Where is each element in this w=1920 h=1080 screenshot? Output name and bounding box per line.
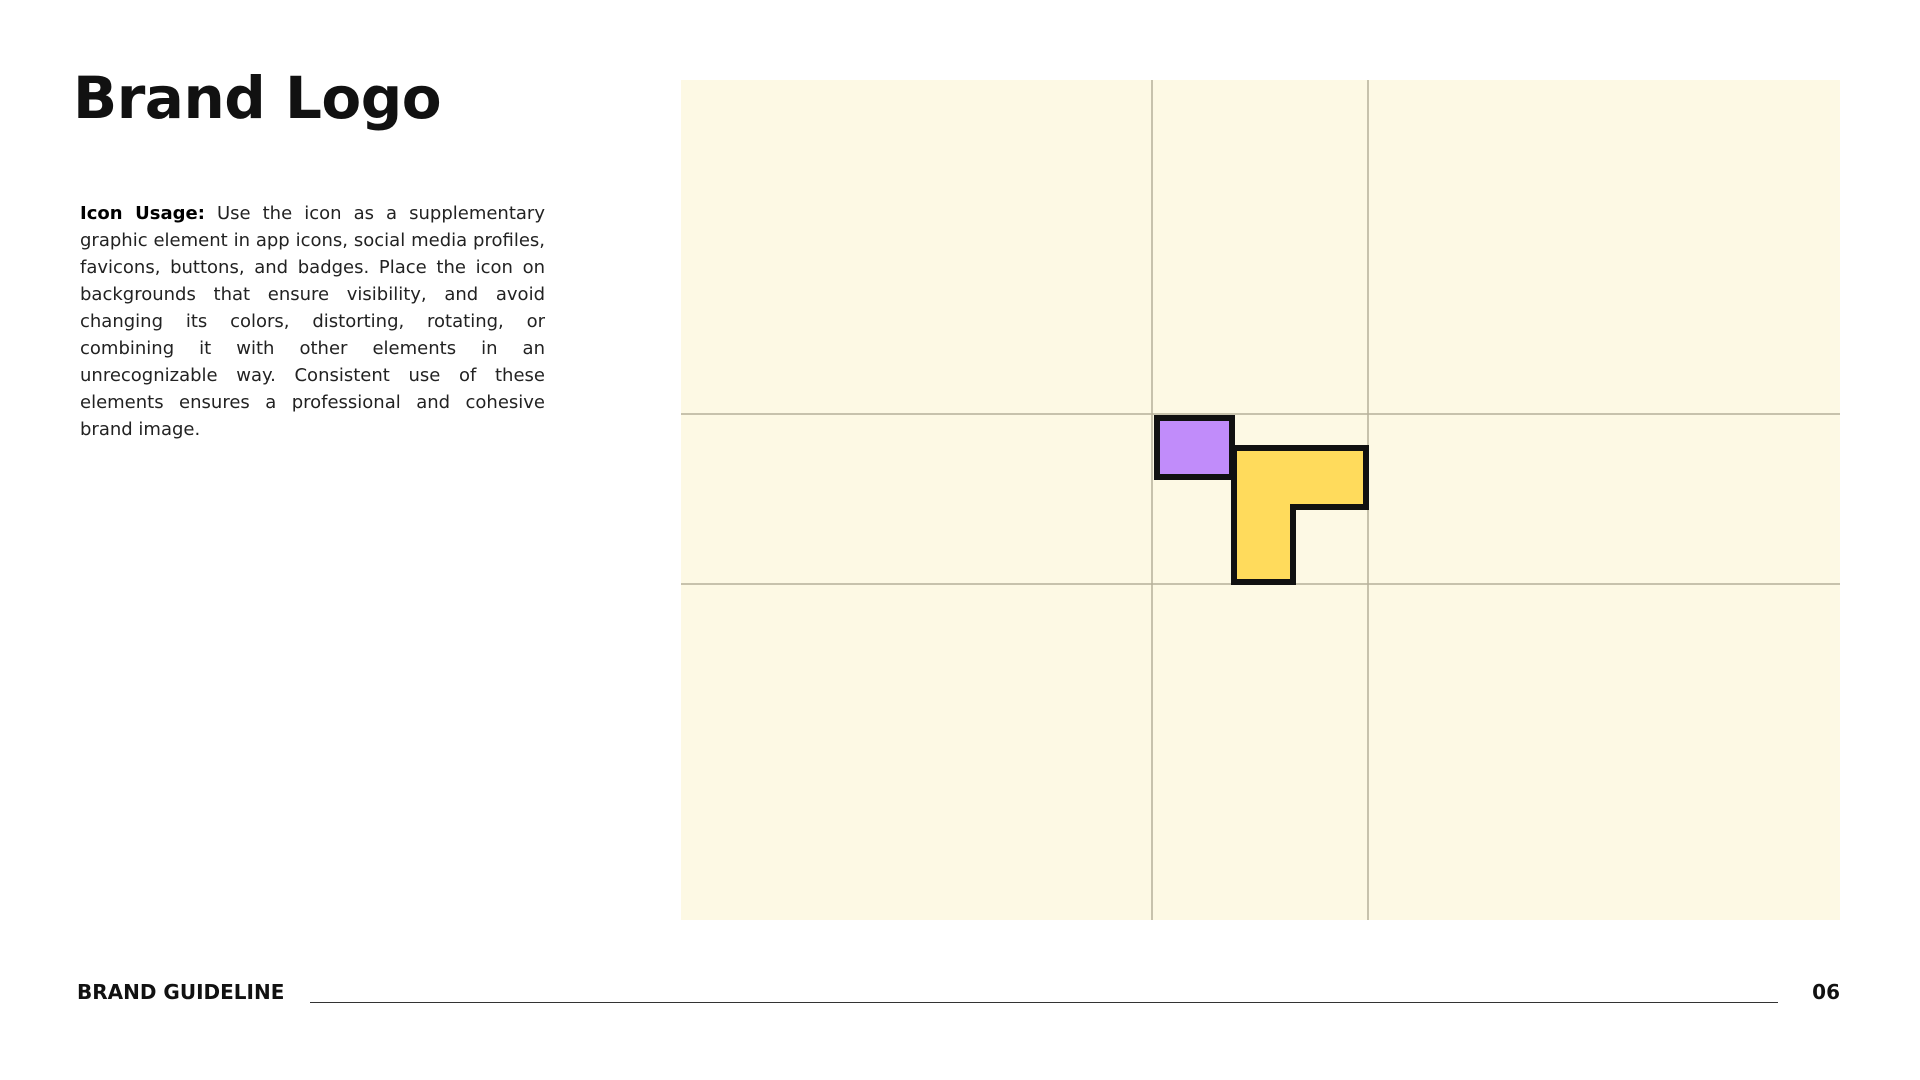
icon-square <box>1154 415 1235 480</box>
logo-panel <box>681 80 1840 920</box>
icon-l-shape <box>1231 445 1369 585</box>
title: Brand Logo <box>73 64 442 132</box>
text: Use the icon as a supplementary graphic … <box>80 203 545 440</box>
page-number: 06 <box>1812 980 1840 1004</box>
paragraph: Icon Usage: Use the icon as a supplement… <box>80 200 545 443</box>
footer-rule <box>310 1002 1778 1003</box>
footer-label: BRAND GUIDELINE <box>77 980 285 1004</box>
label: Icon Usage: <box>80 203 205 224</box>
